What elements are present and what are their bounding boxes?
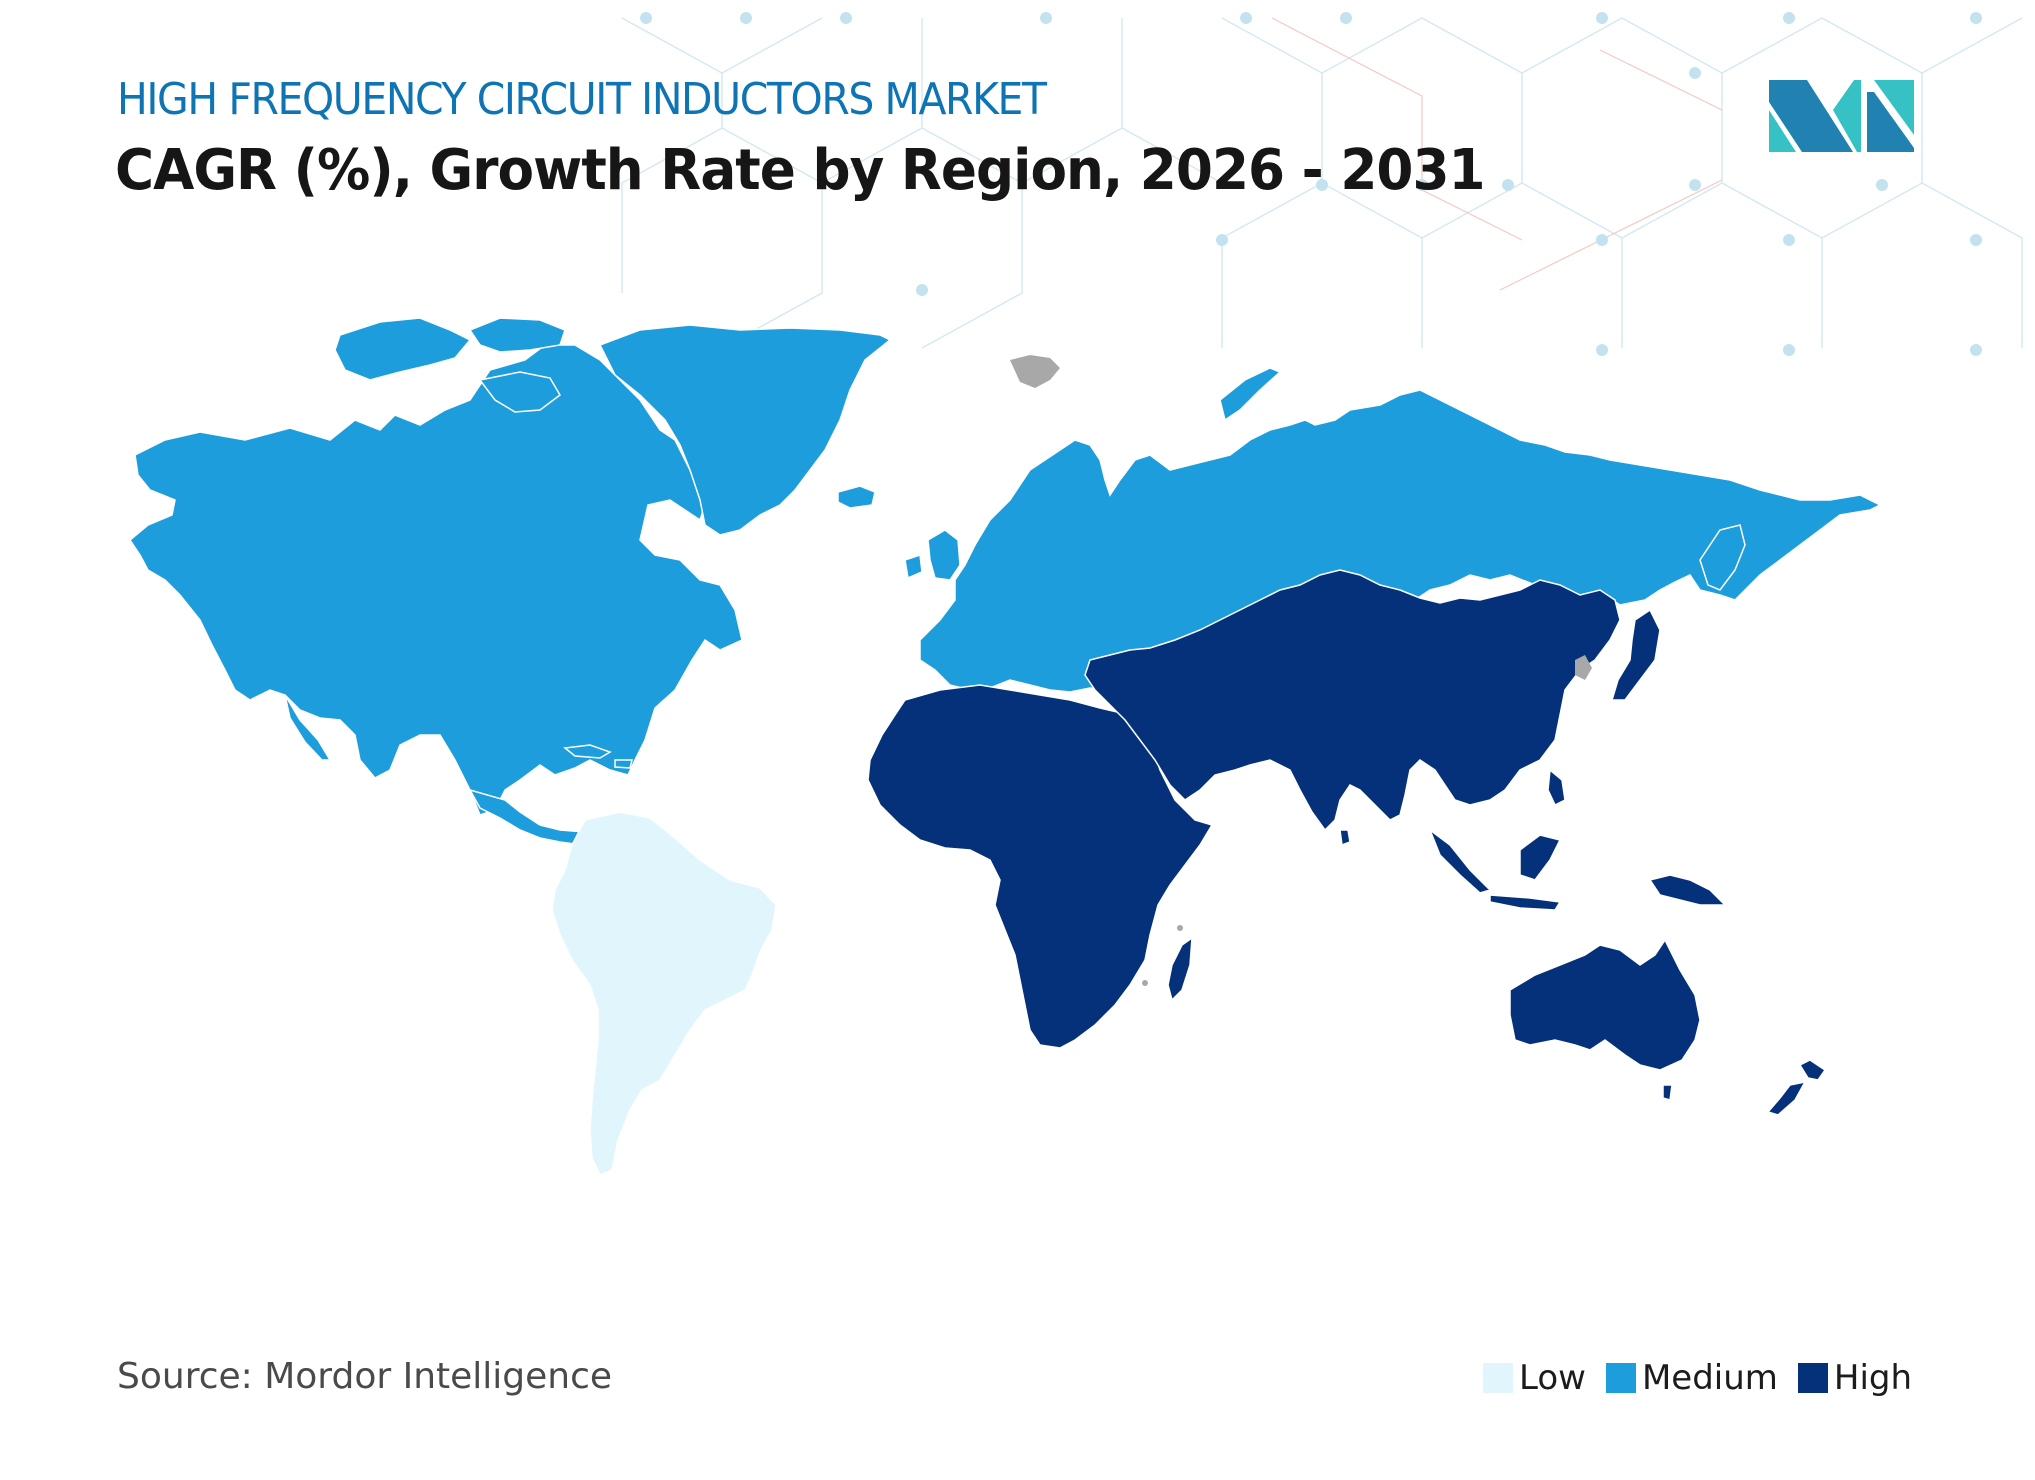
legend-swatch-low [1483, 1363, 1513, 1393]
source-label: Source: Mordor Intelligence [117, 1356, 613, 1397]
legend-item-high: High [1797, 1358, 1913, 1398]
legend-label-medium: Medium [1641, 1358, 1778, 1398]
chart-subtitle: CAGR (%), Growth Rate by Region, 2026 - … [115, 138, 1486, 203]
region-africa-asia-oceania[interactable] [867, 569, 1827, 1116]
legend: Low Medium High [1483, 1356, 1912, 1400]
region-europe-russia[interactable] [904, 367, 1882, 693]
legend-item-medium: Medium [1605, 1358, 1778, 1398]
mordor-intelligence-logo-icon [1769, 80, 1914, 152]
legend-swatch-high [1797, 1363, 1828, 1393]
legend-swatch-medium [1605, 1363, 1636, 1393]
region-no-data [1010, 355, 1592, 986]
legend-label-low: Low [1519, 1358, 1586, 1398]
region-north-america[interactable] [129, 317, 892, 846]
chart-title: HIGH FREQUENCY CIRCUIT INDUCTORS MARKET [117, 74, 1047, 125]
legend-item-low: Low [1483, 1358, 1586, 1398]
region-south-america[interactable] [551, 811, 777, 1176]
legend-label-high: High [1833, 1358, 1913, 1398]
